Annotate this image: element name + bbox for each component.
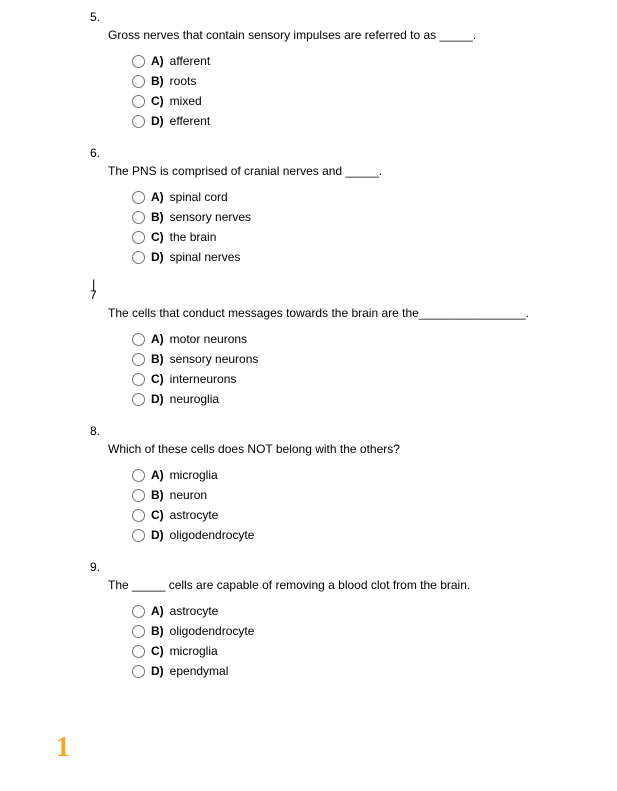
option-label: B) <box>151 74 164 88</box>
question-block: 5. Gross nerves that contain sensory imp… <box>20 10 597 128</box>
option-label: B) <box>151 352 164 366</box>
option-radio[interactable] <box>132 509 145 522</box>
option-text: ependymal <box>170 664 229 678</box>
option-radio[interactable] <box>132 645 145 658</box>
option-row: A) afferent <box>132 54 597 68</box>
option-text: motor neurons <box>170 332 247 346</box>
option-text: efferent <box>170 114 210 128</box>
option-label: D) <box>151 250 164 264</box>
option-radio[interactable] <box>132 353 145 366</box>
option-text: spinal cord <box>170 190 228 204</box>
option-text: afferent <box>170 54 210 68</box>
question-block: 7 The cells that conduct messages toward… <box>20 288 597 406</box>
question-number: 8. <box>90 424 597 438</box>
option-label: A) <box>151 54 164 68</box>
option-text: the brain <box>170 230 217 244</box>
option-row: A) motor neurons <box>132 332 597 346</box>
option-label: D) <box>151 392 164 406</box>
option-text: microglia <box>170 644 218 658</box>
option-text: roots <box>170 74 197 88</box>
option-text: sensory nerves <box>170 210 251 224</box>
option-label: C) <box>151 372 164 386</box>
option-radio[interactable] <box>132 529 145 542</box>
option-label: C) <box>151 230 164 244</box>
option-row: D) oligodendrocyte <box>132 528 597 542</box>
question-text: Gross nerves that contain sensory impuls… <box>108 28 597 42</box>
option-label: A) <box>151 604 164 618</box>
option-row: B) oligodendrocyte <box>132 624 597 638</box>
option-row: B) sensory neurons <box>132 352 597 366</box>
option-text: microglia <box>170 468 218 482</box>
option-row: B) neuron <box>132 488 597 502</box>
option-label: B) <box>151 488 164 502</box>
option-text: sensory neurons <box>170 352 259 366</box>
option-label: C) <box>151 508 164 522</box>
option-radio[interactable] <box>132 373 145 386</box>
option-radio[interactable] <box>132 115 145 128</box>
option-row: D) neuroglia <box>132 392 597 406</box>
option-row: D) spinal nerves <box>132 250 597 264</box>
question-number: 7 <box>90 288 597 302</box>
option-radio[interactable] <box>132 55 145 68</box>
option-radio[interactable] <box>132 625 145 638</box>
option-row: C) astrocyte <box>132 508 597 522</box>
option-row: C) the brain <box>132 230 597 244</box>
option-text: astrocyte <box>170 508 219 522</box>
option-text: oligodendrocyte <box>170 624 255 638</box>
question-text: Which of these cells does NOT belong wit… <box>108 442 597 456</box>
option-label: D) <box>151 528 164 542</box>
option-row: D) efferent <box>132 114 597 128</box>
question-number: 6. <box>90 146 597 160</box>
quiz-container: 5. Gross nerves that contain sensory imp… <box>20 10 597 678</box>
option-radio[interactable] <box>132 251 145 264</box>
question-block: 8. Which of these cells does NOT belong … <box>20 424 597 542</box>
option-label: A) <box>151 332 164 346</box>
question-number: 5. <box>90 10 597 24</box>
option-radio[interactable] <box>132 489 145 502</box>
option-label: D) <box>151 664 164 678</box>
option-row: A) microglia <box>132 468 597 482</box>
option-radio[interactable] <box>132 469 145 482</box>
option-text: neuron <box>170 488 207 502</box>
option-row: C) mixed <box>132 94 597 108</box>
option-radio[interactable] <box>132 191 145 204</box>
option-row: A) spinal cord <box>132 190 597 204</box>
option-radio[interactable] <box>132 75 145 88</box>
option-label: A) <box>151 468 164 482</box>
question-text: The PNS is comprised of cranial nerves a… <box>108 164 597 178</box>
option-text: interneurons <box>170 372 237 386</box>
option-row: B) roots <box>132 74 597 88</box>
option-text: astrocyte <box>170 604 219 618</box>
option-label: B) <box>151 624 164 638</box>
option-radio[interactable] <box>132 665 145 678</box>
option-radio[interactable] <box>132 211 145 224</box>
option-text: oligodendrocyte <box>170 528 255 542</box>
option-text: spinal nerves <box>170 250 241 264</box>
option-radio[interactable] <box>132 605 145 618</box>
option-label: C) <box>151 94 164 108</box>
option-radio[interactable] <box>132 231 145 244</box>
question-text: The _____ cells are capable of removing … <box>108 578 597 592</box>
option-text: mixed <box>170 94 202 108</box>
page-number: 1 <box>56 732 70 764</box>
option-label: B) <box>151 210 164 224</box>
option-row: C) microglia <box>132 644 597 658</box>
option-row: A) astrocyte <box>132 604 597 618</box>
option-radio[interactable] <box>132 393 145 406</box>
option-row: D) ependymal <box>132 664 597 678</box>
option-label: C) <box>151 644 164 658</box>
option-label: A) <box>151 190 164 204</box>
question-number: 9. <box>90 560 597 574</box>
option-label: D) <box>151 114 164 128</box>
option-text: neuroglia <box>170 392 219 406</box>
question-block: 6. The PNS is comprised of cranial nerve… <box>20 146 597 264</box>
question-block: 9. The _____ cells are capable of removi… <box>20 560 597 678</box>
option-radio[interactable] <box>132 95 145 108</box>
option-radio[interactable] <box>132 333 145 346</box>
option-row: B) sensory nerves <box>132 210 597 224</box>
question-text: The cells that conduct messages towards … <box>108 306 597 320</box>
option-row: C) interneurons <box>132 372 597 386</box>
